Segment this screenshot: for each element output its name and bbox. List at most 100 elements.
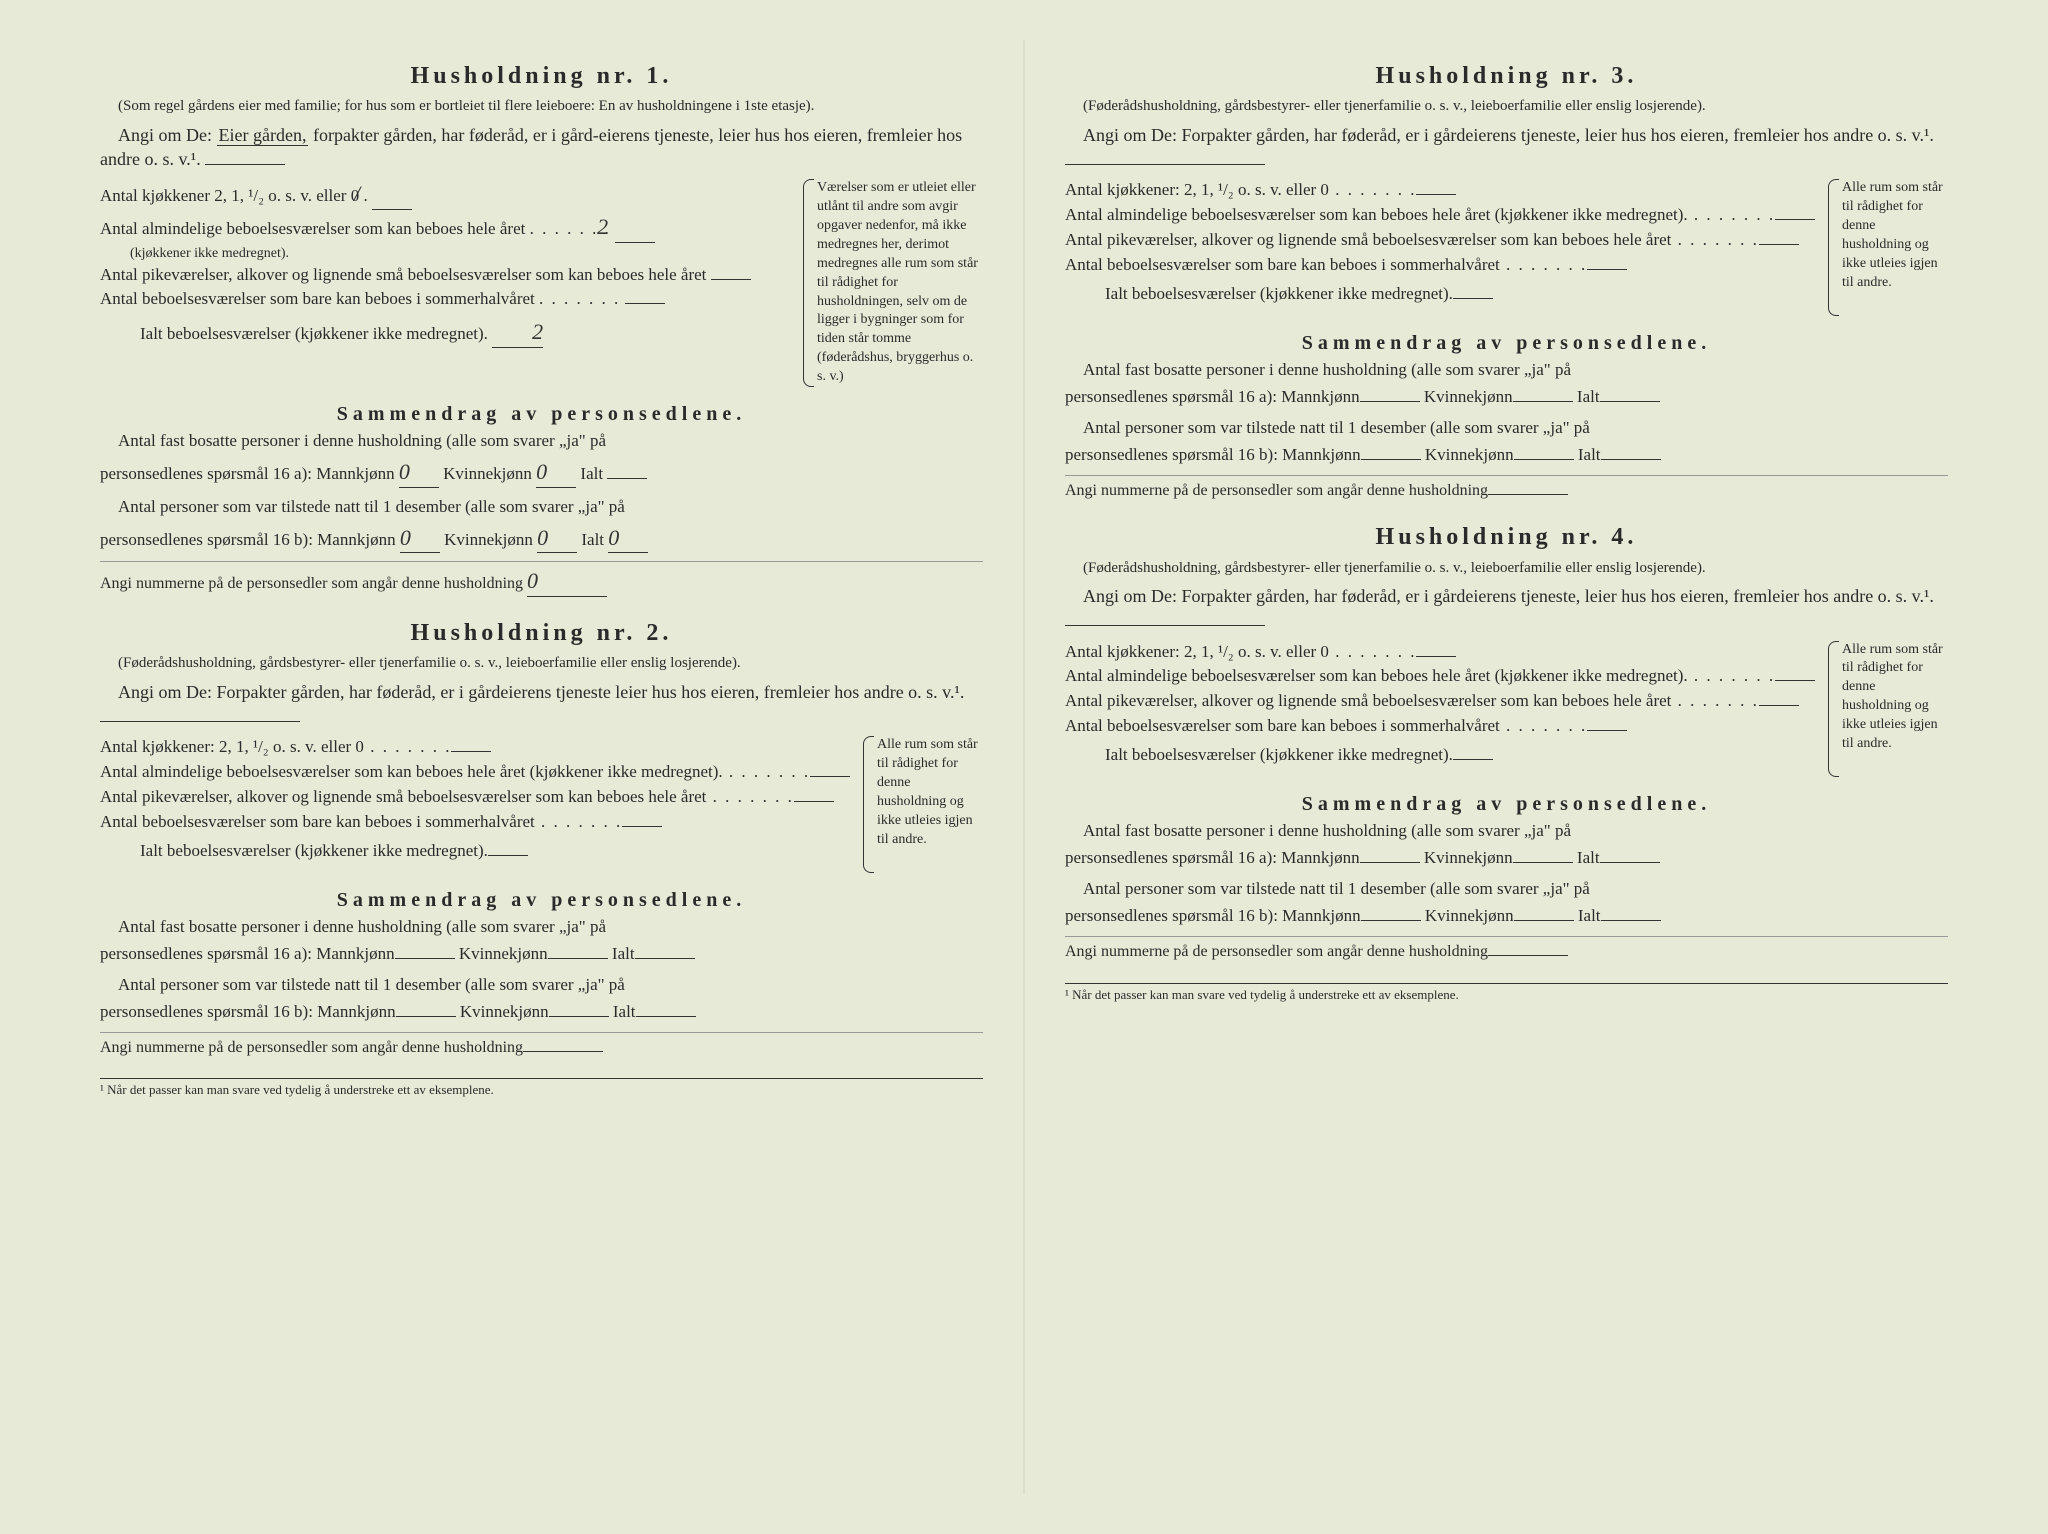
kvinne-16b bbox=[549, 1016, 609, 1017]
household-4-title: Husholdning nr. 4. bbox=[1065, 521, 1948, 553]
household-4-subtitle: (Føderådshusholdning, gårdsbestyrer- ell… bbox=[1065, 558, 1948, 578]
ialt-16b bbox=[636, 1016, 696, 1017]
mann-16a: 0 bbox=[399, 457, 439, 488]
mann-16b bbox=[1361, 459, 1421, 460]
kvinne-16b bbox=[1514, 459, 1574, 460]
summer-value bbox=[625, 303, 665, 304]
page-right: Husholdning nr. 3. (Føderådshusholdning,… bbox=[1025, 40, 1988, 1494]
household-4-prompt: Angi om De: Forpakter gården, har føderå… bbox=[1065, 584, 1948, 633]
kvinne-label: Kvinnekjønn bbox=[1424, 848, 1513, 867]
household-1-subtitle: (Som regel gårdens eier med familie; for… bbox=[100, 96, 983, 116]
household-1: Husholdning nr. 1. (Som regel gårdens ei… bbox=[100, 60, 983, 597]
kvinne-16b bbox=[1514, 920, 1574, 921]
alcove-label: Antal pikeværelser, alkover og lignende … bbox=[100, 787, 706, 806]
dots bbox=[1671, 691, 1759, 710]
alcove-value bbox=[1759, 244, 1799, 245]
alcove-line: Antal pikeværelser, alkover og lignende … bbox=[100, 786, 853, 809]
prompt-underlined: Eier gården, bbox=[217, 125, 309, 146]
angi-1: Angi nummerne på de personsedler som ang… bbox=[100, 561, 983, 597]
household-3-title: Husholdning nr. 3. bbox=[1065, 60, 1948, 92]
footnote-left: ¹ Når det passer kan man svare ved tydel… bbox=[100, 1078, 983, 1099]
ialt-label: Ialt bbox=[1577, 387, 1600, 406]
dots bbox=[539, 289, 620, 308]
dots bbox=[1500, 255, 1588, 274]
angi-value bbox=[1488, 494, 1568, 495]
rooms-line: Antal almindelige beboelsesværelser som … bbox=[1065, 204, 1818, 227]
mann-16a bbox=[1360, 401, 1420, 402]
household-1-title: Husholdning nr. 1. bbox=[100, 60, 983, 92]
q16b-label: personsedlenes spørsmål 16 b): Mannkjønn bbox=[100, 530, 396, 549]
household-3-prompt: Angi om De: Forpakter gården, har føderå… bbox=[1065, 123, 1948, 172]
mann-16b bbox=[1361, 920, 1421, 921]
dots bbox=[723, 762, 811, 781]
rooms-sub: (kjøkkener ikke medregnet). bbox=[100, 245, 793, 264]
bracket-note-1: Værelser som er utleiet eller utlånt til… bbox=[803, 179, 983, 387]
tilstede-1: Antal personer som var tilstede natt til… bbox=[100, 496, 983, 519]
prompt-text: Angi om De: Forpakter gården, har føderå… bbox=[1083, 586, 1934, 606]
q16b-label: personsedlenes spørsmål 16 b): Mannkjønn bbox=[1065, 906, 1361, 925]
kitchen-label: Antal kjøkkener: 2, 1, ¹/₂ o. s. v. elle… bbox=[1065, 180, 1329, 199]
kitchen-line: Antal kjøkkener: 2, 1, ¹/₂ o. s. v. elle… bbox=[1065, 641, 1818, 664]
alcove-label: Antal pikeværelser, alkover og lignende … bbox=[100, 265, 706, 284]
summer-label: Antal beboelsesværelser som bare kan beb… bbox=[100, 812, 535, 831]
summary-title-2: Sammendrag av personsedlene. bbox=[100, 887, 983, 914]
rooms-line: Antal almindelige beboelsesværelser som … bbox=[100, 761, 853, 784]
q16a-label: personsedlenes spørsmål 16 a): Mannkjønn bbox=[1065, 848, 1360, 867]
dots bbox=[1688, 205, 1776, 224]
summer-line: Antal beboelsesværelser som bare kan beb… bbox=[1065, 254, 1818, 277]
prompt-blank bbox=[100, 721, 300, 722]
ialt-label-b: Ialt bbox=[1578, 445, 1601, 464]
dots bbox=[1329, 180, 1417, 199]
summer-value bbox=[1587, 269, 1627, 270]
kvinne-label-b: Kvinnekjønn bbox=[460, 1002, 549, 1021]
summer-line: Antal beboelsesværelser som bare kan beb… bbox=[100, 288, 793, 311]
angi-2: Angi nummerne på de personsedler som ang… bbox=[100, 1032, 983, 1059]
tilstede-4: Antal personer som var tilstede natt til… bbox=[1065, 878, 1948, 901]
ialt-16a bbox=[607, 478, 647, 479]
kvinne-16b: 0 bbox=[537, 523, 577, 554]
alcove-line: Antal pikeværelser, alkover og lignende … bbox=[100, 264, 793, 287]
q16a-label: personsedlenes spørsmål 16 a): Mannkjønn bbox=[100, 464, 395, 483]
q16a-line-3: personsedlenes spørsmål 16 a): Mannkjønn… bbox=[1065, 386, 1948, 409]
kvinne-16a: 0 bbox=[536, 457, 576, 488]
household-2-rooms: Antal kjøkkener: 2, 1, ¹/₂ o. s. v. elle… bbox=[100, 736, 983, 873]
dots bbox=[1688, 666, 1776, 685]
household-1-rooms: Antal kjøkkener 2, 1, ¹/₂ o. s. v. eller… bbox=[100, 179, 983, 387]
mann-16a bbox=[1360, 862, 1420, 863]
q16b-line-3: personsedlenes spørsmål 16 b): Mannkjønn… bbox=[1065, 444, 1948, 467]
q16a-line-4: personsedlenes spørsmål 16 a): Mannkjønn… bbox=[1065, 847, 1948, 870]
summer-label: Antal beboelsesværelser som bare kan beb… bbox=[1065, 716, 1500, 735]
total-line: Ialt beboelsesværelser (kjøkkener ikke m… bbox=[100, 840, 853, 863]
alcove-value bbox=[1759, 705, 1799, 706]
summer-line: Antal beboelsesværelser som bare kan beb… bbox=[1065, 715, 1818, 738]
kvinne-label: Kvinnekjønn bbox=[1424, 387, 1513, 406]
summary-title-4: Sammendrag av personsedlene. bbox=[1065, 791, 1948, 818]
rooms-left: Antal kjøkkener: 2, 1, ¹/₂ o. s. v. elle… bbox=[1065, 641, 1818, 778]
fast-bosatte-2: Antal fast bosatte personer i denne hush… bbox=[100, 916, 983, 939]
rooms-left: Antal kjøkkener: 2, 1, ¹/₂ o. s. v. elle… bbox=[100, 736, 853, 873]
household-2: Husholdning nr. 2. (Føderådshusholdning,… bbox=[100, 617, 983, 1058]
prompt-blank bbox=[1065, 164, 1265, 165]
ialt-label: Ialt bbox=[1577, 848, 1600, 867]
q16a-line-2: personsedlenes spørsmål 16 a): Mannkjønn… bbox=[100, 943, 983, 966]
kvinne-label-b: Kvinnekjønn bbox=[444, 530, 533, 549]
total-value: 2 bbox=[492, 317, 543, 348]
q16a-label: personsedlenes spørsmål 16 a): Mannkjønn bbox=[100, 944, 395, 963]
kitchen-line: Antal kjøkkener 2, 1, ¹/₂ o. s. v. eller… bbox=[100, 179, 793, 210]
dots bbox=[364, 737, 452, 756]
household-3-rooms: Antal kjøkkener: 2, 1, ¹/₂ o. s. v. elle… bbox=[1065, 179, 1948, 316]
tilstede-2: Antal personer som var tilstede natt til… bbox=[100, 974, 983, 997]
kvinne-label: Kvinnekjønn bbox=[443, 464, 532, 483]
page-left: Husholdning nr. 1. (Som regel gårdens ei… bbox=[60, 40, 1023, 1494]
fast-bosatte-3: Antal fast bosatte personer i denne hush… bbox=[1065, 359, 1948, 382]
fast-bosatte-1: Antal fast bosatte personer i denne hush… bbox=[100, 430, 983, 453]
summer-label: Antal beboelsesværelser som bare kan beb… bbox=[100, 289, 535, 308]
summary-title-3: Sammendrag av personsedlene. bbox=[1065, 330, 1948, 357]
summer-value bbox=[622, 826, 662, 827]
ialt-label-b: Ialt bbox=[581, 530, 604, 549]
rooms-left: Antal kjøkkener: 2, 1, ¹/₂ o. s. v. elle… bbox=[1065, 179, 1818, 316]
kitchen-line: Antal kjøkkener: 2, 1, ¹/₂ o. s. v. elle… bbox=[1065, 179, 1818, 202]
alcove-label: Antal pikeværelser, alkover og lignende … bbox=[1065, 691, 1671, 710]
summer-line: Antal beboelsesværelser som bare kan beb… bbox=[100, 811, 853, 834]
total-label: Ialt beboelsesværelser (kjøkkener ikke m… bbox=[1105, 745, 1453, 764]
